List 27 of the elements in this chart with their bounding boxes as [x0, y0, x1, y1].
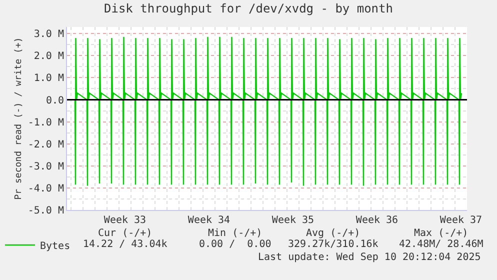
chart-title: Disk throughput for /dev/xvdg - by month [104, 2, 393, 16]
y-tick-label: 2.0 M [34, 51, 64, 62]
text: 14.22 / 43.04k [83, 239, 168, 250]
x-tick-label: Week 36 [356, 215, 398, 226]
y-tick-label: -4.0 M [28, 183, 64, 194]
text: 42.48M/ 28.46M [399, 239, 484, 250]
line-series [74, 36, 462, 186]
y-tick-label: 1.0 M [34, 73, 64, 84]
text: 0.00 / 0.00 [199, 239, 272, 250]
y-tick-label: 3.0 M [34, 29, 64, 40]
x-tick-label: Week 33 [104, 215, 146, 226]
legend-label: Bytes [40, 240, 70, 252]
y-axis-title: Pr second read (-) / write (+) [14, 37, 24, 200]
text: Cur (-/+) [98, 228, 152, 239]
text: Min (-/+) [208, 228, 262, 239]
y-tick-label: 0.0 [46, 95, 64, 106]
text: Max (-/+) [414, 228, 468, 239]
y-tick-label: -1.0 M [28, 117, 64, 128]
text: Avg (-/+) [306, 228, 360, 239]
y-tick-label: -5.0 M [28, 206, 64, 216]
text: Last update: Wed Sep 10 20:12:04 2025 [258, 252, 481, 263]
y-tick-label: -2.0 M [28, 139, 64, 150]
x-tick-label: Week 35 [272, 215, 314, 226]
x-tick-label: Week 37 [440, 215, 482, 226]
x-tick-label: Week 34 [188, 215, 230, 226]
y-tick-label: -3.0 M [28, 161, 64, 172]
text: 329.27k/310.16k [288, 239, 378, 250]
